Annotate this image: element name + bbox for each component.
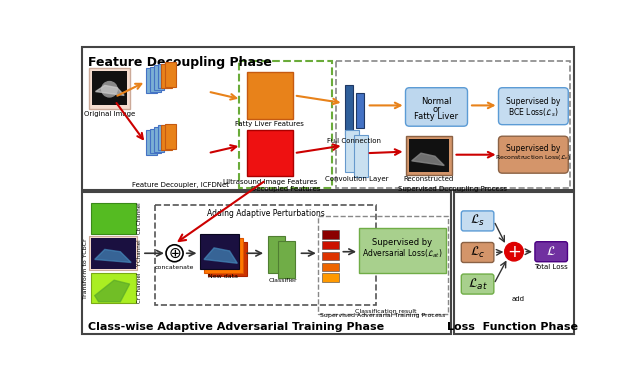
FancyBboxPatch shape: [499, 136, 568, 173]
Bar: [322, 262, 339, 271]
Bar: [454, 192, 573, 334]
Text: add: add: [511, 296, 524, 302]
Bar: [408, 139, 449, 172]
Bar: [322, 252, 339, 260]
Text: Full Connection: Full Connection: [327, 138, 381, 144]
Bar: [81, 192, 451, 334]
Bar: [322, 241, 339, 249]
Bar: [157, 125, 168, 150]
Bar: [359, 228, 446, 273]
Text: Ultrasound Image Features: Ultrasound Image Features: [223, 178, 317, 184]
Text: Supervised by: Supervised by: [506, 144, 561, 153]
Bar: [322, 273, 339, 282]
FancyBboxPatch shape: [461, 242, 494, 262]
Bar: [91, 273, 136, 303]
Bar: [157, 64, 168, 88]
Bar: [268, 236, 285, 273]
Text: or: or: [432, 105, 441, 114]
Text: $\mathcal{L}$: $\mathcal{L}$: [546, 245, 556, 258]
Text: $\mathcal{L}_s$: $\mathcal{L}_s$: [470, 213, 485, 228]
Text: $\mathcal{L}_c$: $\mathcal{L}_c$: [470, 245, 485, 260]
Bar: [90, 236, 138, 270]
FancyBboxPatch shape: [499, 88, 568, 125]
Text: Classifier: Classifier: [269, 278, 298, 283]
Polygon shape: [204, 248, 237, 263]
Text: Cb Channel: Cb Channel: [136, 203, 141, 234]
Bar: [150, 67, 161, 91]
Bar: [356, 93, 364, 128]
Bar: [146, 68, 157, 93]
Bar: [92, 71, 127, 105]
Bar: [355, 135, 368, 177]
Text: Class-wise Adaptive Adversarial Training Phase: Class-wise Adaptive Adversarial Training…: [88, 322, 384, 332]
Bar: [345, 130, 359, 172]
Text: BCE Loss($\mathcal{L}_s$): BCE Loss($\mathcal{L}_s$): [508, 106, 559, 119]
Text: Convolution Layer: Convolution Layer: [325, 176, 388, 182]
Bar: [154, 127, 164, 152]
Bar: [81, 47, 573, 190]
Text: Supervised Adversarial Training Process: Supervised Adversarial Training Process: [319, 313, 445, 318]
Text: concatenate: concatenate: [155, 265, 194, 270]
Bar: [161, 125, 172, 150]
Text: Normal: Normal: [421, 97, 452, 106]
Text: Transform to YCbCr: Transform to YCbCr: [83, 239, 88, 299]
Bar: [161, 64, 172, 88]
Bar: [165, 124, 176, 149]
Text: Loss  Function Phase: Loss Function Phase: [447, 322, 578, 332]
Bar: [278, 241, 296, 278]
Text: Feature Decoupling Phase: Feature Decoupling Phase: [88, 56, 271, 69]
Text: Cr Channel: Cr Channel: [136, 273, 141, 303]
Text: Supervised by: Supervised by: [506, 97, 561, 106]
Bar: [336, 61, 570, 188]
Polygon shape: [95, 280, 129, 302]
Bar: [406, 136, 452, 175]
Bar: [165, 62, 176, 87]
Text: Feature Decoupler, ICFDNet: Feature Decoupler, ICFDNet: [132, 183, 229, 188]
Polygon shape: [95, 249, 131, 262]
Polygon shape: [412, 153, 444, 166]
Text: Reconstruction Loss($\mathcal{L}_c$): Reconstruction Loss($\mathcal{L}_c$): [495, 153, 572, 162]
Bar: [91, 238, 136, 269]
Bar: [155, 205, 376, 305]
Bar: [91, 203, 136, 234]
FancyBboxPatch shape: [461, 211, 494, 231]
Text: Original Image: Original Image: [84, 111, 135, 117]
Circle shape: [102, 82, 117, 97]
Bar: [154, 65, 164, 90]
Text: $\oplus$: $\oplus$: [168, 246, 181, 261]
Circle shape: [505, 242, 524, 261]
Text: Adversarial Loss($\mathcal{L}_{at}$): Adversarial Loss($\mathcal{L}_{at}$): [362, 248, 443, 260]
Bar: [208, 242, 246, 276]
Text: Classification result: Classification result: [355, 309, 417, 314]
Bar: [204, 238, 243, 273]
Bar: [345, 85, 353, 135]
Bar: [150, 129, 161, 153]
Text: Fatty Liver Features: Fatty Liver Features: [236, 121, 304, 127]
Text: Total Loss: Total Loss: [534, 264, 568, 270]
Polygon shape: [95, 85, 124, 95]
Bar: [90, 68, 129, 108]
Bar: [322, 230, 339, 239]
Bar: [200, 234, 239, 269]
Text: New data: New data: [209, 274, 238, 279]
FancyBboxPatch shape: [406, 88, 467, 126]
Text: Reconstructed: Reconstructed: [404, 176, 454, 182]
Text: Y Channel: Y Channel: [136, 239, 141, 267]
Circle shape: [166, 245, 183, 262]
Text: Decoupled Features: Decoupled Features: [251, 186, 320, 192]
Text: $\mathcal{L}_{at}$: $\mathcal{L}_{at}$: [468, 277, 488, 291]
Bar: [146, 130, 157, 155]
Bar: [318, 216, 448, 314]
Text: Supervised Decoupling Process: Supervised Decoupling Process: [397, 186, 506, 192]
Text: Fatty Liver: Fatty Liver: [415, 112, 459, 121]
Bar: [246, 72, 293, 119]
Text: Adding Adaptive Perturbations: Adding Adaptive Perturbations: [207, 209, 325, 218]
Text: +: +: [507, 243, 521, 261]
FancyBboxPatch shape: [535, 242, 568, 262]
Text: Supervised by: Supervised by: [372, 238, 433, 247]
FancyBboxPatch shape: [461, 274, 494, 294]
Bar: [239, 61, 332, 188]
Bar: [246, 130, 293, 176]
